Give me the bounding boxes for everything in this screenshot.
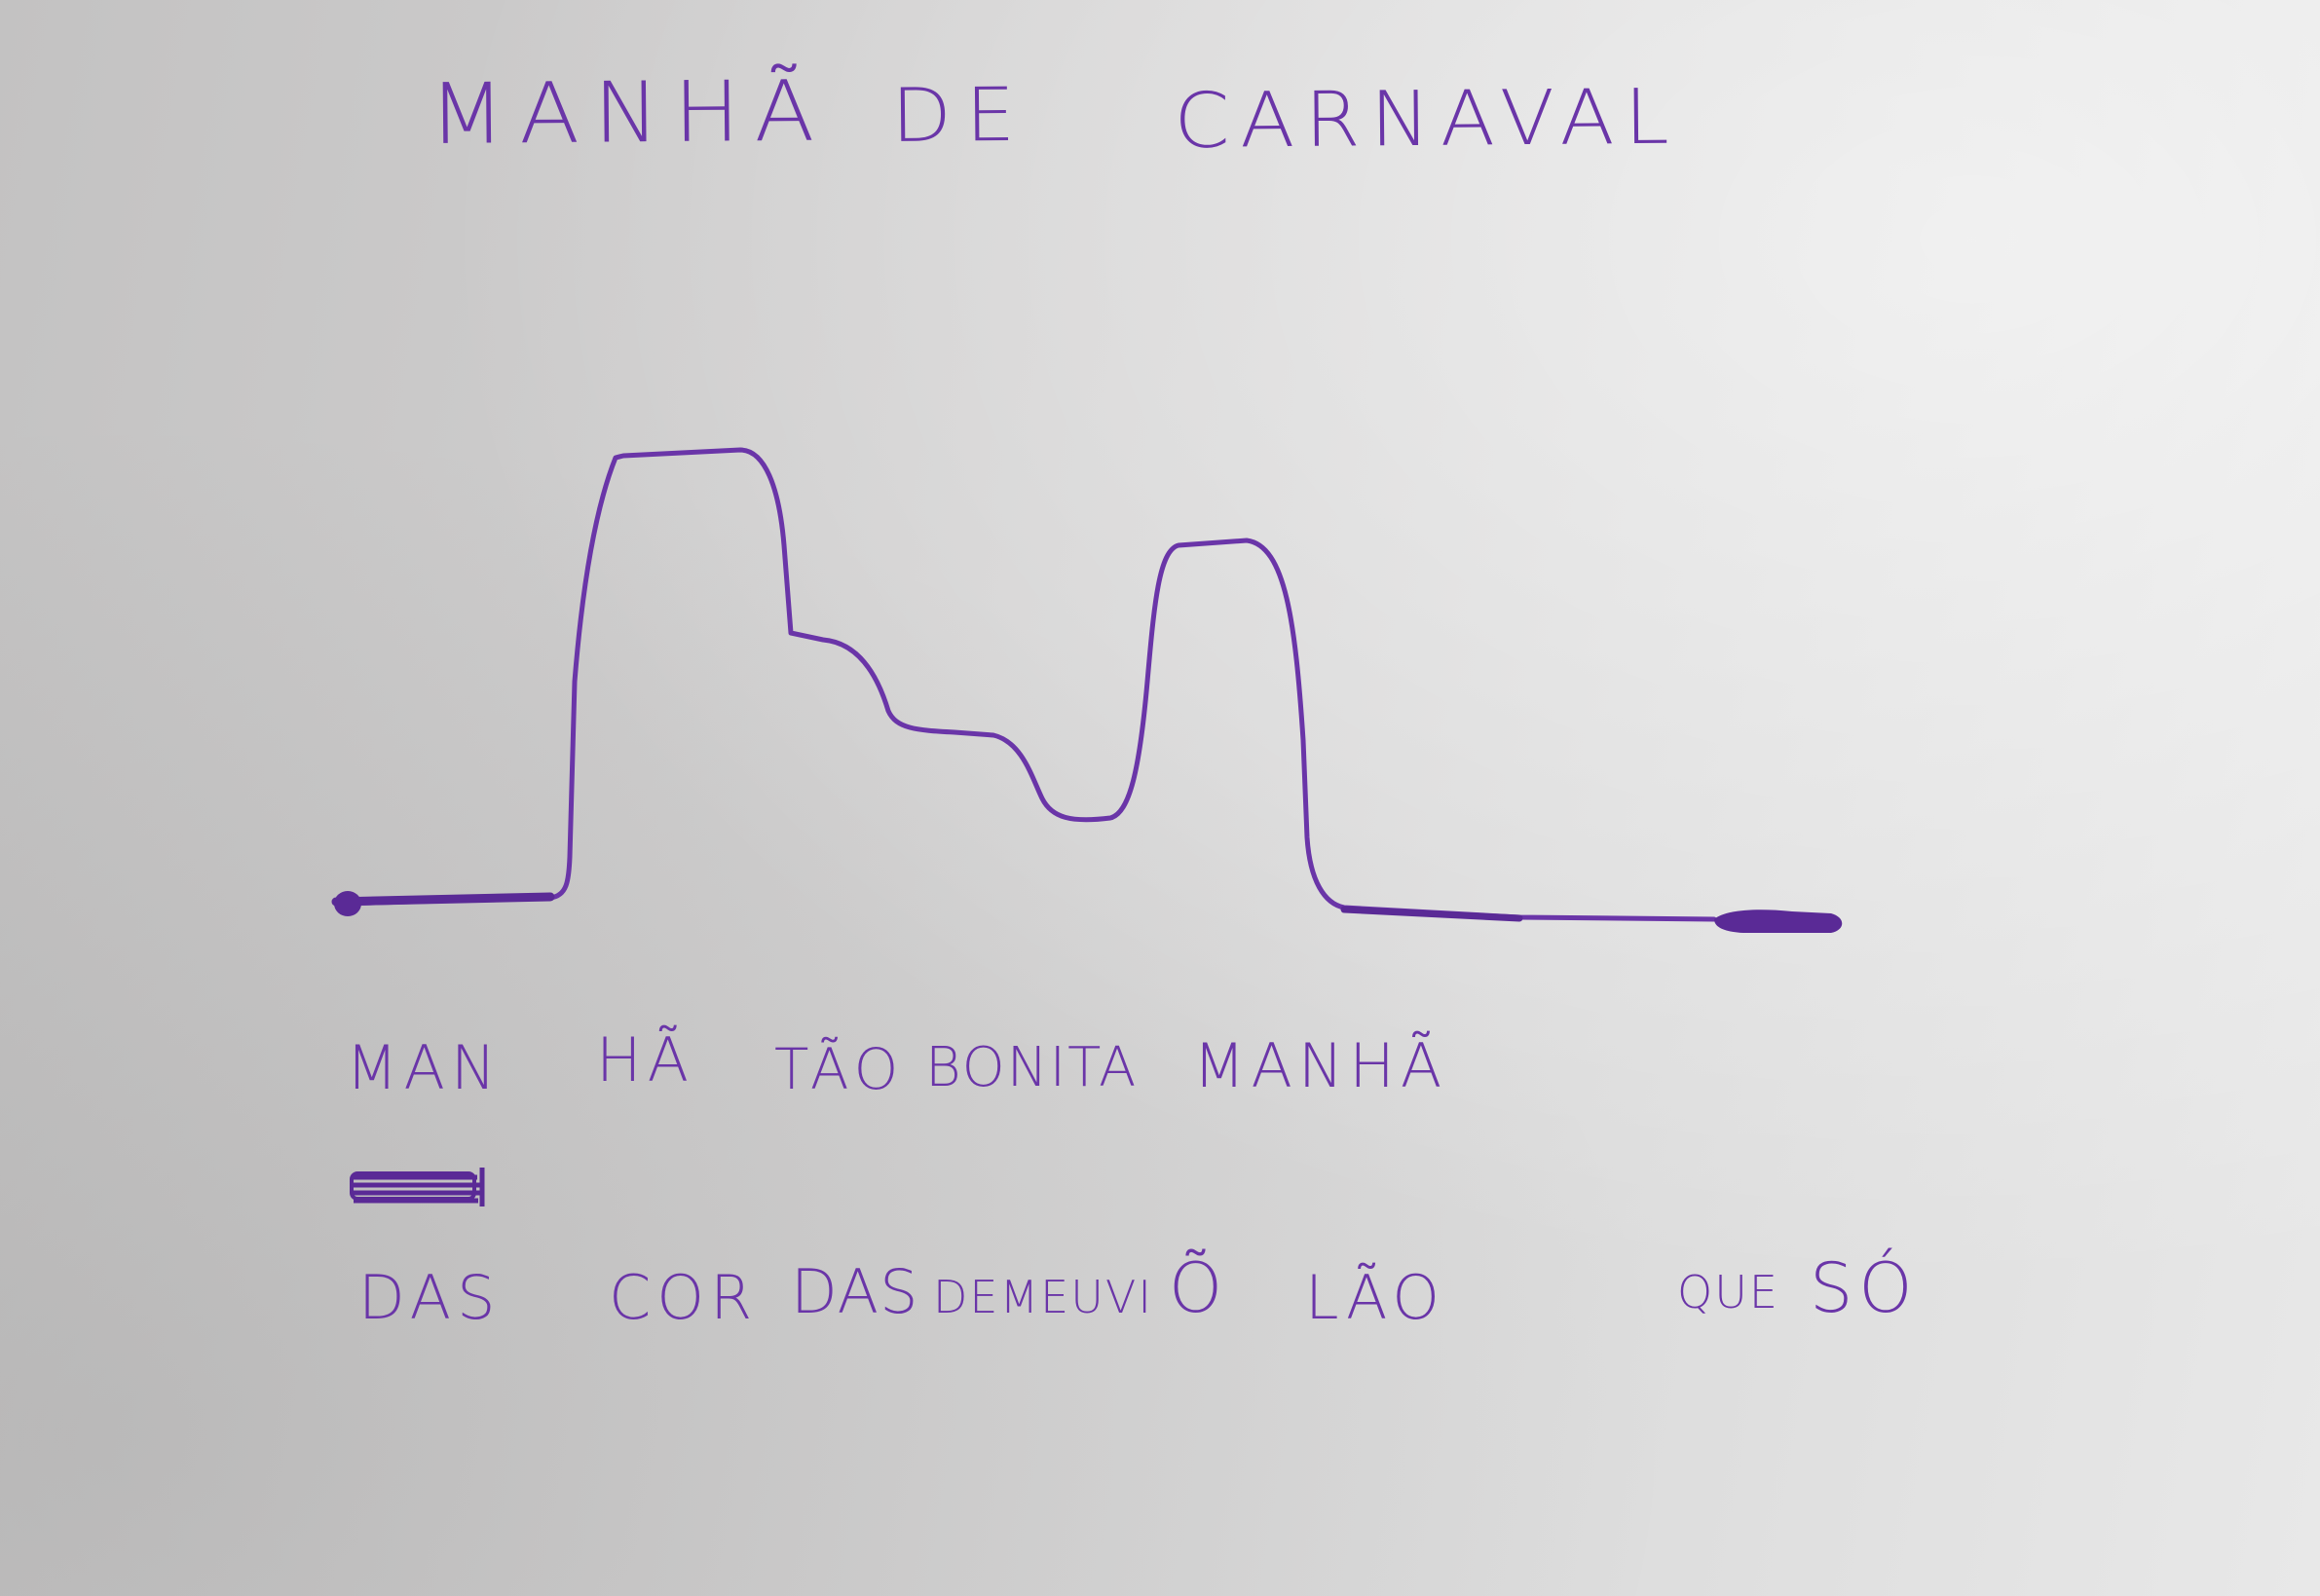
scribbled-out-word-icon <box>350 1168 485 1206</box>
lyric-demeuvi: DEMEUVI <box>933 1271 1153 1323</box>
lyric-o-tilde: Õ <box>1169 1248 1229 1328</box>
start-dot <box>334 891 361 916</box>
lyric-bonita: BONITA <box>925 1036 1139 1099</box>
lyric-lao: LÃO <box>1305 1262 1446 1333</box>
lyric-que: QUE <box>1677 1266 1779 1318</box>
melody-contour-line <box>338 447 1717 922</box>
lyric-man: MAN <box>346 1032 503 1103</box>
lyric-tao: TÃO <box>774 1036 905 1102</box>
lyric-manha: MANHÃ <box>1193 1030 1448 1101</box>
end-mark <box>1714 909 1843 933</box>
lyric-ha: HÃ <box>596 1024 695 1095</box>
lyric-das-1: DAS <box>358 1262 502 1333</box>
lyric-das-2: DAS <box>791 1256 919 1327</box>
lyric-cor: COR <box>609 1262 759 1333</box>
lyric-so: SÓ <box>1810 1248 1919 1328</box>
